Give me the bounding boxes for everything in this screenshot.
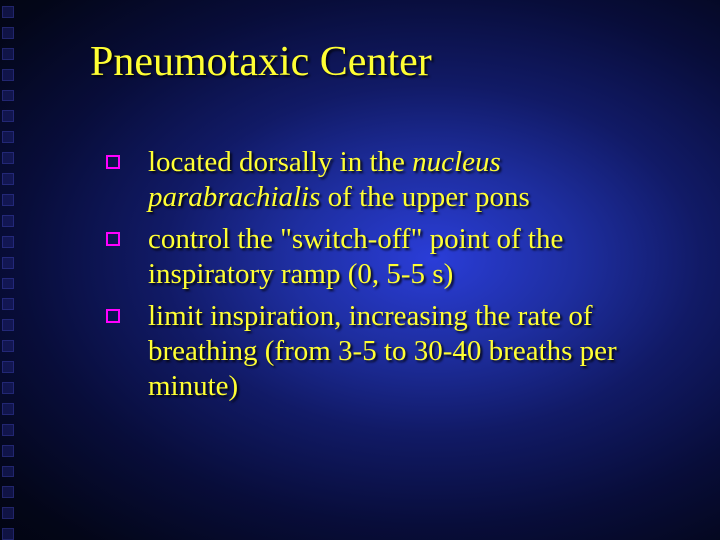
bullet-icon xyxy=(106,232,120,246)
bullet-text-post: of the upper pons xyxy=(320,181,529,213)
bullet-list: located dorsally in the nucleus parabrac… xyxy=(100,145,665,405)
bullet-text-pre: located dorsally in the xyxy=(148,146,412,178)
list-item: limit inspiration, increasing the rate o… xyxy=(100,299,665,405)
bullet-icon xyxy=(106,155,120,169)
bullet-icon xyxy=(106,309,120,323)
left-decorative-squares xyxy=(2,0,32,540)
bullet-text-pre: control the "switch-off" point of the in… xyxy=(148,223,563,290)
slide-title: Pneumotaxic Center xyxy=(90,38,680,86)
slide: Pneumotaxic Center located dorsally in t… xyxy=(0,0,720,540)
list-item: located dorsally in the nucleus parabrac… xyxy=(100,145,665,216)
list-item: control the "switch-off" point of the in… xyxy=(100,222,665,293)
slide-body: located dorsally in the nucleus parabrac… xyxy=(100,145,665,411)
bullet-text-pre: limit inspiration, increasing the rate o… xyxy=(148,300,617,403)
